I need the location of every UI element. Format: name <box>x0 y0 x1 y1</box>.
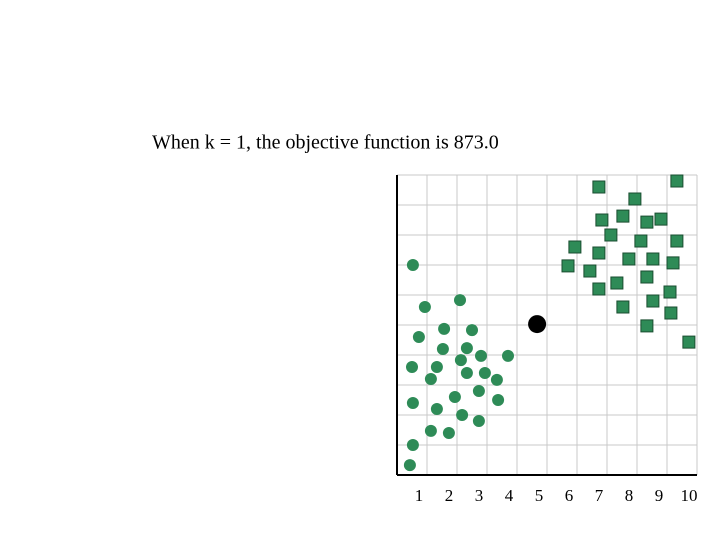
x-tick-label: 3 <box>475 486 484 505</box>
circle-point <box>472 385 485 397</box>
circle-point <box>456 409 469 421</box>
square-point <box>628 192 642 206</box>
square-point <box>592 282 606 296</box>
square-point <box>634 234 648 248</box>
square-point <box>592 246 606 260</box>
square-point <box>666 256 680 270</box>
centroid <box>528 315 547 334</box>
circle-point <box>438 322 451 335</box>
circle-point <box>490 373 503 386</box>
chart-title: When k = 1, the objective function is 87… <box>152 132 499 154</box>
circle-point <box>412 331 425 343</box>
circle-point <box>406 439 419 451</box>
square-point <box>664 306 678 320</box>
x-tick-label: 4 <box>505 486 514 505</box>
circle-point <box>448 391 461 403</box>
circle-point <box>430 361 443 373</box>
square-point <box>646 294 660 308</box>
circle-point <box>403 459 416 472</box>
circle-point <box>418 301 431 313</box>
circle-point <box>424 424 437 437</box>
circle-point <box>436 343 449 355</box>
square-point <box>654 212 668 226</box>
circle-point <box>442 427 455 439</box>
square-point <box>561 259 575 273</box>
square-point <box>670 234 684 248</box>
circle-point <box>406 259 419 271</box>
square-point <box>616 300 630 314</box>
square-point <box>682 335 696 349</box>
circle-point <box>492 394 505 406</box>
square-point <box>640 319 654 333</box>
circle-point <box>466 324 478 337</box>
square-point <box>595 213 609 227</box>
x-tick-label: 10 <box>681 486 698 505</box>
square-point <box>640 215 654 229</box>
square-point <box>604 228 618 242</box>
circle-point <box>406 397 419 409</box>
circle-point <box>502 349 514 362</box>
circle-point <box>475 349 487 362</box>
circle-point <box>460 367 473 379</box>
x-tick-label: 5 <box>535 486 544 505</box>
x-tick-label: 1 <box>415 486 424 505</box>
circle-point <box>406 361 418 373</box>
square-point <box>616 209 630 223</box>
square-point <box>568 240 582 254</box>
square-point <box>622 252 636 266</box>
circle-point <box>454 294 466 307</box>
square-point <box>640 270 654 284</box>
x-tick-label: 2 <box>445 486 454 505</box>
circle-point <box>472 415 485 427</box>
x-tick-label: 9 <box>655 486 664 505</box>
square-point <box>646 252 660 266</box>
x-tick-label: 7 <box>595 486 604 505</box>
circle-point <box>478 367 491 379</box>
circle-point <box>454 354 467 367</box>
square-point <box>610 276 624 290</box>
x-tick-label: 8 <box>625 486 634 505</box>
square-point <box>670 174 684 188</box>
circle-point <box>430 403 443 415</box>
circle-point <box>424 373 437 385</box>
circle-point <box>460 342 473 355</box>
x-tick-label: 6 <box>565 486 574 505</box>
square-point <box>663 285 677 299</box>
square-point <box>592 180 606 194</box>
square-point <box>583 264 597 278</box>
